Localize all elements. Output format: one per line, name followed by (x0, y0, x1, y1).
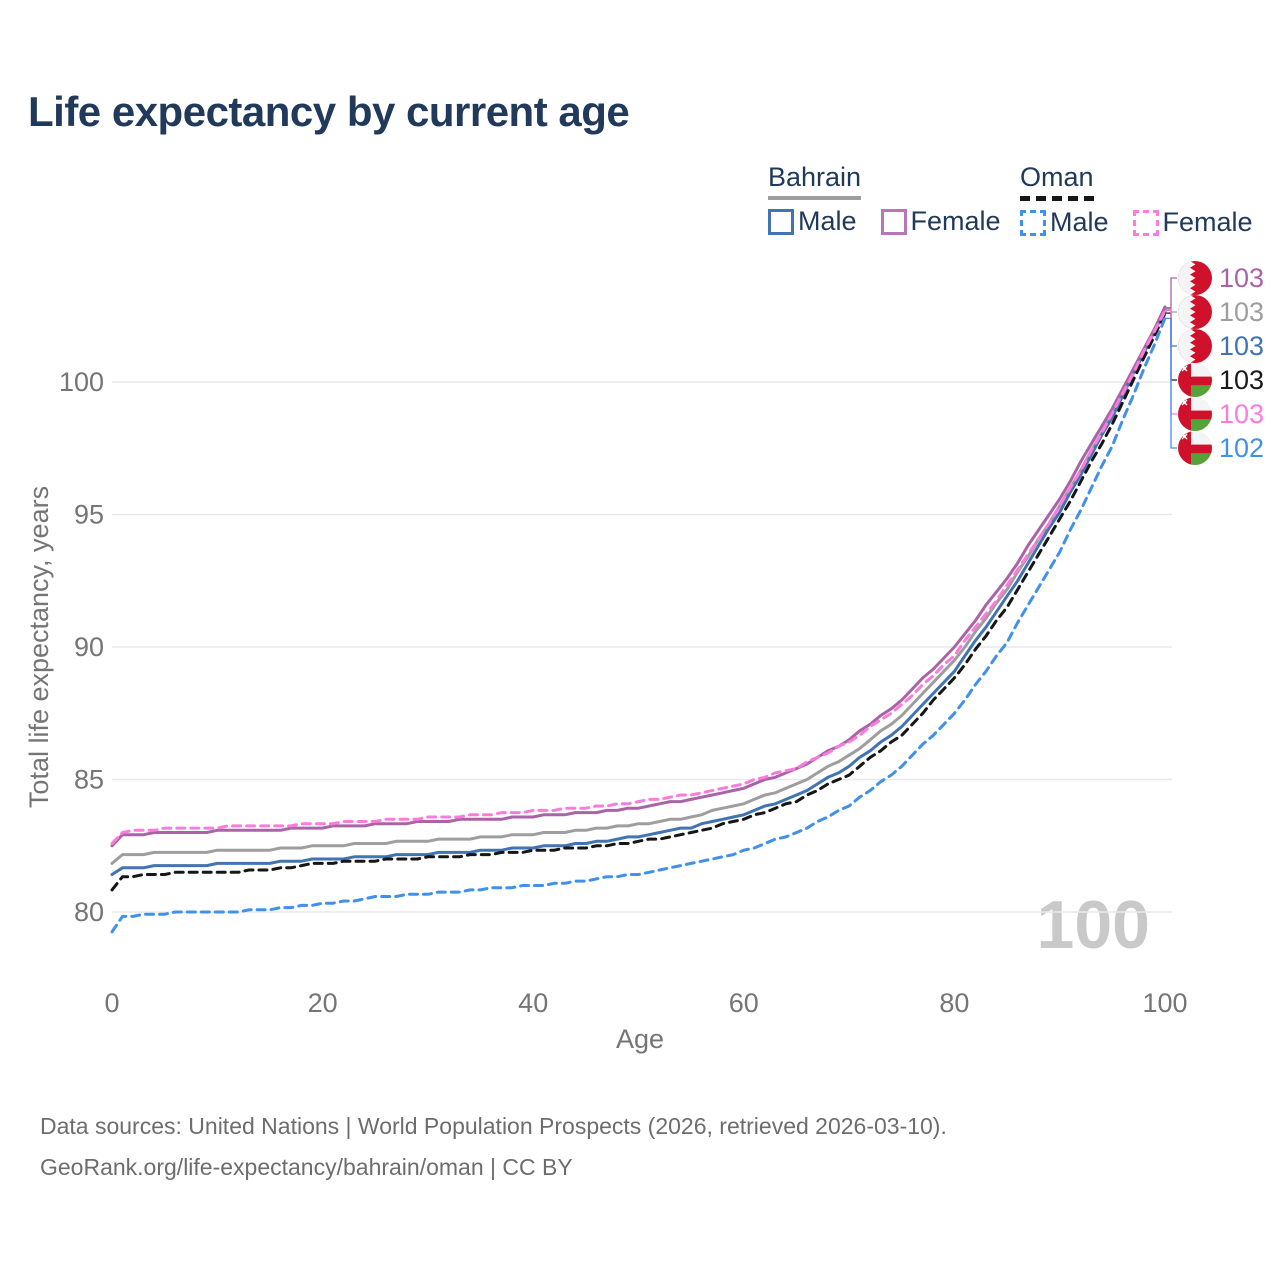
legend-label-bahrain-female: Female (910, 206, 1001, 237)
x-tick-label-40: 40 (518, 988, 548, 1018)
legend-label-oman-male: Male (1050, 207, 1109, 238)
series-line-oman-male (110, 316, 1167, 934)
bahrain-flag-icon (1178, 295, 1212, 329)
end-label-row-bahrain-female: 103 (1178, 261, 1264, 295)
legend-label-bahrain-male: Male (798, 206, 857, 237)
legend-swatch-bahrain-male (768, 208, 794, 235)
oman-flag-icon (1178, 397, 1212, 431)
end-value: 103 (1219, 330, 1265, 361)
end-label-row-bahrain-male: 103 (1178, 329, 1264, 363)
legend-swatch-bahrain-female (880, 208, 907, 235)
series-line-oman (110, 312, 1167, 892)
legend-group-name: Oman (1020, 162, 1094, 192)
footer-data-sources: Data sources: United Nations | World Pop… (40, 1113, 947, 1139)
series-line-oman-female (110, 309, 1167, 845)
y-axis-title: Total life expectancy, years (24, 486, 54, 808)
leader-line-oman-male (1165, 317, 1177, 449)
bahrain-flag-icon (1178, 329, 1212, 363)
x-tick-label-60: 60 (729, 988, 759, 1018)
legend-group-name: Bahrain (768, 162, 862, 192)
legend-group-bahrain: Bahrain Male Female (768, 163, 1025, 235)
bahrain-flag-icon (1178, 261, 1212, 295)
y-tick-label-85: 85 (74, 765, 104, 795)
legend-swatch-oman-female (1132, 209, 1159, 236)
end-value: 103 (1219, 364, 1265, 395)
end-label-row-bahrain: 103 (1178, 295, 1264, 329)
y-tick-label-90: 90 (74, 632, 104, 662)
x-axis-title: Age (616, 1024, 664, 1054)
legend-swatch-oman-male (1020, 209, 1046, 236)
end-value: 103 (1219, 262, 1265, 293)
series-line-bahrain-male (110, 309, 1167, 876)
oman-flag-icon (1178, 431, 1212, 465)
x-tick-label-20: 20 (308, 988, 338, 1018)
x-tick-label-0: 0 (104, 988, 119, 1018)
end-value: 103 (1219, 398, 1265, 429)
y-tick-label-100: 100 (59, 367, 104, 397)
y-tick-label-95: 95 (74, 500, 104, 530)
end-label-row-oman-female: 103 (1178, 397, 1264, 431)
footer: Data sources: United Nations | World Pop… (40, 1106, 947, 1188)
end-value: 102 (1219, 432, 1265, 463)
legend-items: Male Female (768, 208, 1025, 235)
x-tick-label-100: 100 (1142, 988, 1187, 1018)
watermark-age-100: 100 (1037, 887, 1150, 963)
end-label-row-oman-male: 102 (1178, 431, 1264, 465)
legend-solid-line-swatch (768, 196, 861, 201)
legend-dashed-line-swatch (1020, 196, 1094, 202)
y-tick-label-80: 80 (74, 897, 104, 927)
end-value: 103 (1219, 296, 1265, 327)
x-tick-label-80: 80 (939, 988, 969, 1018)
footer-attribution: GeoRank.org/life-expectancy/bahrain/oman… (40, 1154, 573, 1180)
end-label-row-oman: 103 (1178, 363, 1264, 397)
legend-group-oman: Oman Male Female (1020, 163, 1277, 236)
series-line-bahrain-female (110, 305, 1167, 848)
legend-items: Male Female (1020, 209, 1277, 236)
page-title: Life expectancy by current age (28, 88, 630, 135)
oman-flag-icon (1178, 363, 1212, 397)
legend-label-oman-female: Female (1162, 207, 1253, 238)
series-line-bahrain (110, 307, 1167, 865)
leader-line-bahrain-female (1165, 277, 1177, 309)
